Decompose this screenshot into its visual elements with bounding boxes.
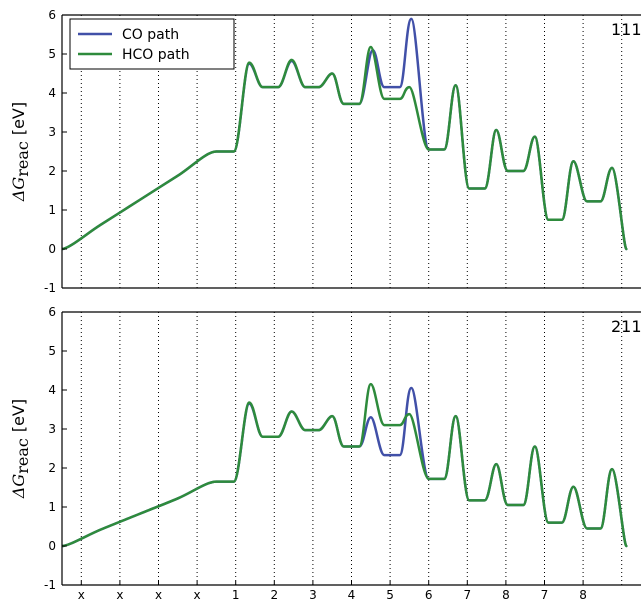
y-tick-label: 4 (48, 383, 56, 397)
x-tick-label: 8 (579, 588, 587, 600)
y-axis-label-unit: [eV] (9, 102, 28, 135)
x-tick-label: x (116, 588, 123, 600)
y-tick-label: 3 (48, 422, 56, 436)
y-axis-label: ΔGreac [eV] (9, 399, 32, 499)
y-axis-label-symbol: ΔG (9, 474, 28, 500)
x-tick-label: 4 (348, 588, 356, 600)
panel-111: 6 5 4 3 2 1 0 -1 ΔGreac [eV] 111 CO path HCO path (9, 8, 641, 295)
series-line-co-path (62, 386, 628, 548)
x-tick-label: x (78, 588, 85, 600)
series-group (62, 382, 628, 548)
facet-label: 211 (611, 317, 641, 336)
y-tick-label: 0 (48, 242, 56, 256)
y-tick-label: 6 (48, 8, 56, 22)
y-tick-label: 2 (48, 164, 56, 178)
y-tick-label: 5 (48, 344, 56, 358)
x-tick-label: 2 (270, 588, 278, 600)
x-tick-label: 5 (386, 588, 394, 600)
series-group (62, 17, 628, 251)
x-tick-label: 8 (502, 588, 510, 600)
y-axis-label: ΔGreac [eV] (9, 102, 32, 202)
y-tick-label: 4 (48, 86, 56, 100)
legend-box (69, 18, 235, 70)
y-tick-label: 1 (48, 500, 56, 514)
y-tick-label: 1 (48, 203, 56, 217)
y-tick-label: 0 (48, 539, 56, 553)
y-tick-label: 6 (48, 305, 56, 319)
y-axis-label-subscript: reac (13, 141, 32, 177)
series-line-hco-path (62, 382, 628, 548)
panel-211: 6 5 4 3 2 1 0 -1 ΔGreac [eV] 211 x x x x 1 2 3 4 5 6 7 8 7 8 (9, 305, 641, 600)
x-tick-label: 3 (309, 588, 317, 600)
x-tick-label: 7 (463, 588, 471, 600)
y-tick-label: 3 (48, 125, 56, 139)
y-tick-label: -1 (44, 281, 56, 295)
legend-label: HCO path (122, 47, 190, 63)
y-tick-label: 5 (48, 47, 56, 61)
x-tick-label: 1 (232, 588, 240, 600)
x-tick-label: 6 (425, 588, 433, 600)
y-axis-label-unit: [eV] (9, 399, 28, 432)
y-axis-label-subscript: reac (13, 438, 32, 474)
y-axis-label-symbol: ΔG (9, 177, 28, 203)
series-line-hco-path (62, 45, 628, 251)
x-tick-label: 7 (541, 588, 549, 600)
facet-label: 111 (611, 20, 641, 39)
x-tick-label: x (155, 588, 162, 600)
x-tick-label: x (194, 588, 201, 600)
y-tick-label: -1 (44, 578, 56, 592)
y-tick-label: 2 (48, 461, 56, 475)
legend-label: CO path (122, 27, 179, 43)
